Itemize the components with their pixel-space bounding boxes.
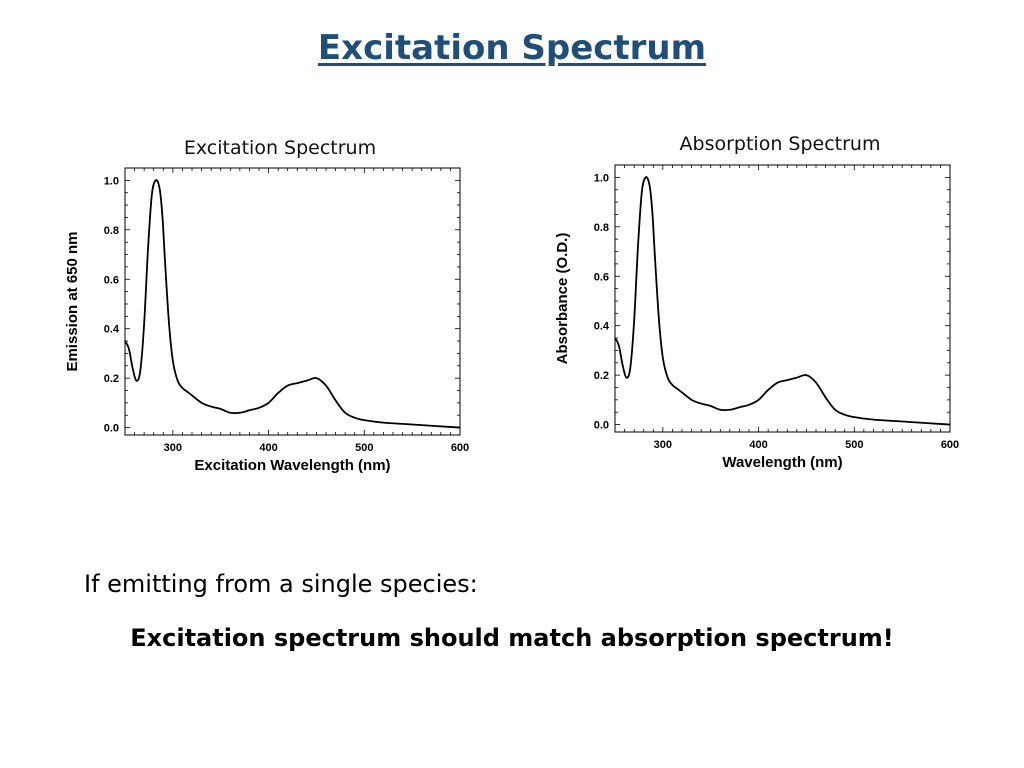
y-tick-label: 0.8 <box>594 222 609 234</box>
excitation-chart-caption: Excitation Spectrum <box>183 137 377 159</box>
y-tick-label: 0.0 <box>104 423 119 435</box>
x-tick-label: 400 <box>259 442 277 454</box>
y-tick-label: 1.0 <box>594 172 609 184</box>
x-tick-label: 300 <box>654 439 672 451</box>
y-tick-label: 0.0 <box>594 420 609 432</box>
y-tick-label: 0.6 <box>104 274 119 286</box>
x-tick-label: 500 <box>355 442 373 454</box>
y-tick-label: 0.4 <box>104 324 120 336</box>
slide-title: Excitation Spectrum <box>317 28 707 68</box>
x-axis-label: Wavelength (nm) <box>722 454 842 471</box>
y-tick-label: 0.8 <box>104 225 119 237</box>
y-tick-label: 0.6 <box>594 271 609 283</box>
conclusion-text: Excitation spectrum should match absorpt… <box>130 624 894 652</box>
x-axis-label: Excitation Wavelength (nm) <box>194 457 390 474</box>
y-tick-label: 0.2 <box>104 373 119 385</box>
excitation-spectrum-chart: 300 400 500 600 0.0 0.2 0.4 0.6 0.8 1.0 Excitation… <box>64 167 469 474</box>
plot-frame <box>124 167 461 436</box>
y-tick-label: 0.4 <box>594 321 610 333</box>
y-tick-label: 1.0 <box>104 175 119 187</box>
x-tick-label: 600 <box>941 439 959 451</box>
x-tick-label: 300 <box>164 442 182 454</box>
plot-frame <box>614 164 951 433</box>
absorption-spectrum-chart: 300 400 500 600 0.0 0.2 0.4 0.6 0.8 1.0 Wavelength… <box>554 164 959 471</box>
spectrum-line <box>124 179 461 429</box>
x-tick-label: 500 <box>845 439 863 451</box>
x-tick-label: 600 <box>451 442 469 454</box>
y-axis-label: Emission at 650 nm <box>64 231 81 371</box>
body-text: If emitting from a single species: <box>84 570 478 598</box>
y-tick-label: 0.2 <box>594 370 609 382</box>
absorption-chart-caption: Absorption Spectrum <box>679 133 881 155</box>
x-tick-label: 400 <box>749 439 767 451</box>
y-axis-label: Absorbance (O.D.) <box>554 233 571 365</box>
spectrum-line <box>614 176 951 426</box>
